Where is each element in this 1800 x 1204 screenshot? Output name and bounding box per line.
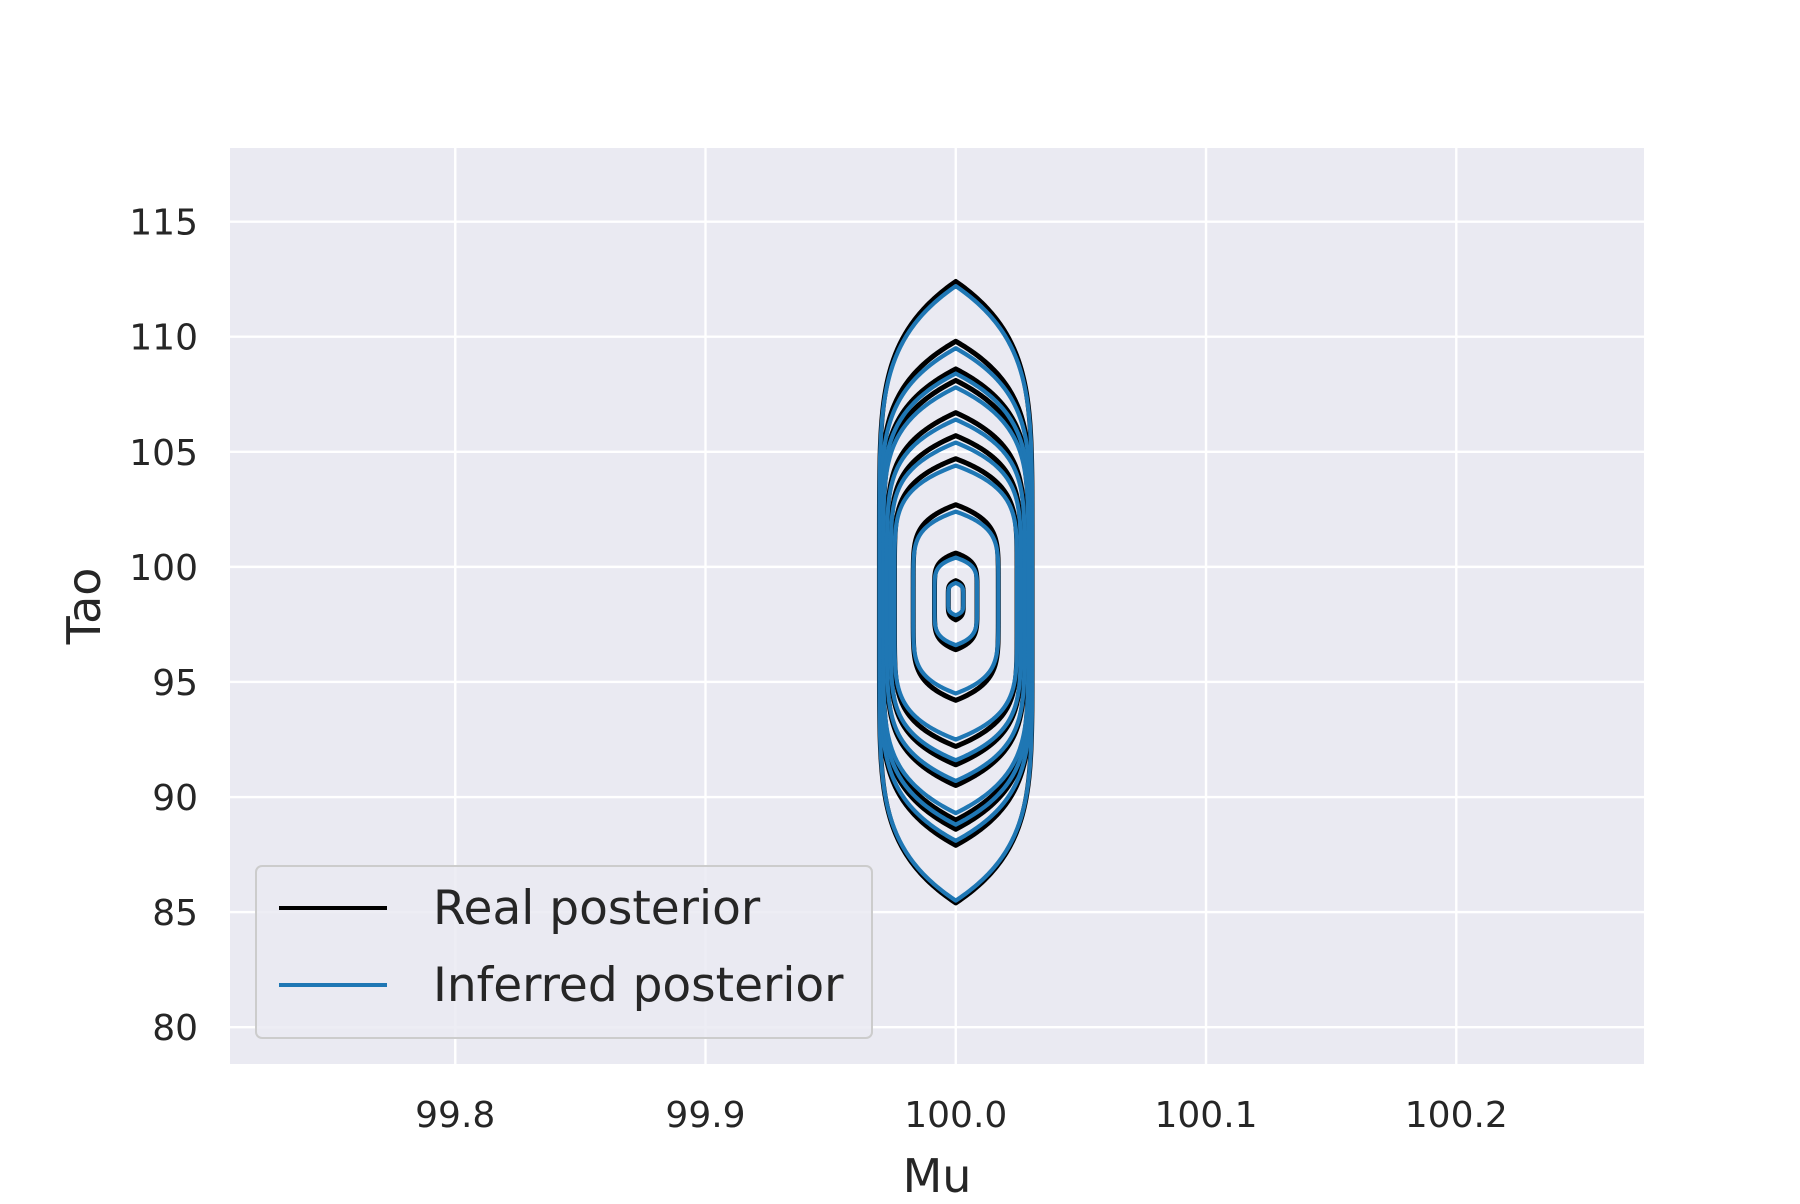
series-1	[877, 283, 1035, 903]
y-tick-label: 90	[152, 778, 198, 819]
contour-line	[892, 463, 1020, 742]
y-tick-label: 115	[129, 203, 198, 244]
x-tick-label: 99.8	[415, 1095, 495, 1136]
legend-label-inferred: Inferred posterior	[433, 958, 844, 1013]
y-tick-label: 100	[129, 548, 198, 589]
x-axis-label: Mu	[903, 1149, 972, 1200]
x-tick-label: 100.1	[1155, 1095, 1258, 1136]
contour-line	[884, 417, 1027, 784]
y-axis-label: Tao	[57, 568, 111, 646]
tick-labels: 99.8 99.9 100.0 100.1 100.2 80 85 90 95 100 105 110…	[129, 203, 1508, 1136]
contour-line	[946, 580, 966, 618]
contour-lines	[876, 278, 1035, 906]
y-tick-label: 95	[152, 663, 198, 704]
legend-box	[255, 865, 873, 1039]
y-tick-label: 105	[129, 433, 198, 474]
contour-line	[932, 555, 980, 648]
contour-line	[888, 440, 1023, 763]
y-tick-label: 85	[152, 893, 198, 934]
x-tick-label: 100.0	[904, 1095, 1007, 1136]
legend: Real posterior Inferred posterior	[255, 865, 873, 1039]
legend-label-real: Real posterior	[433, 881, 761, 936]
y-tick-label: 80	[152, 1008, 198, 1049]
contour-line	[881, 385, 1031, 816]
contour-line	[911, 509, 1001, 696]
x-tick-label: 99.9	[665, 1095, 745, 1136]
x-tick-label: 100.2	[1405, 1095, 1508, 1136]
y-tick-label: 110	[129, 318, 198, 359]
